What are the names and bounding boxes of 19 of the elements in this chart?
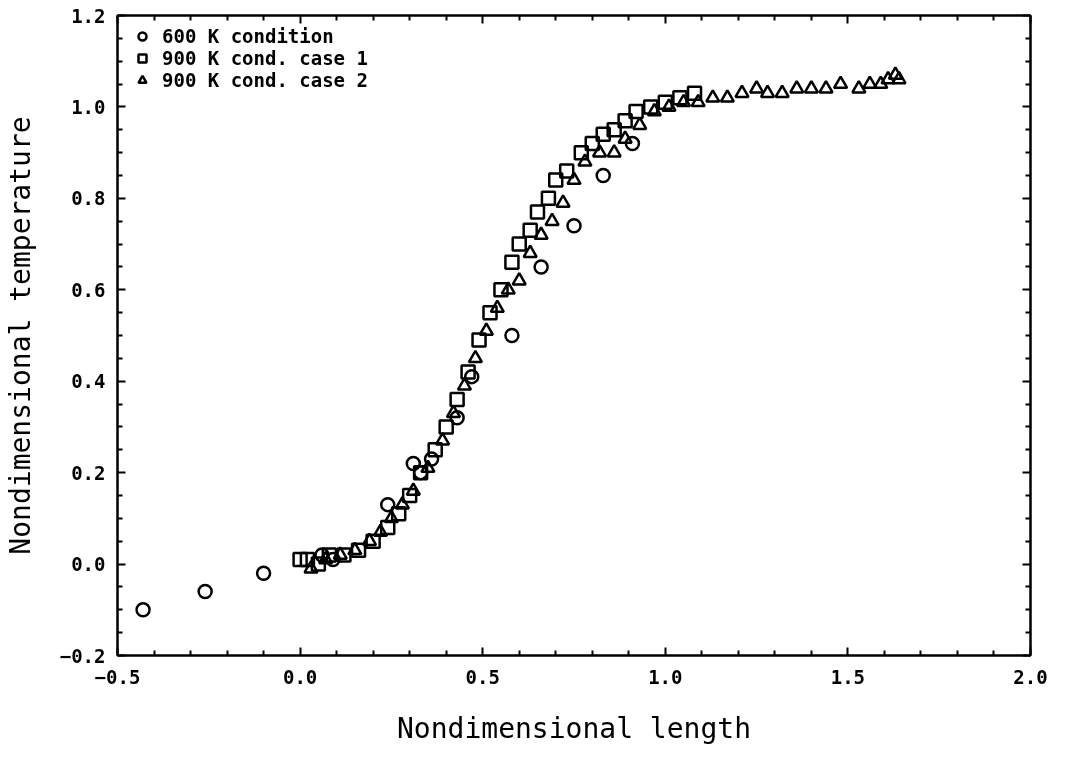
legend-label: 600 K condition [162,25,334,47]
legend-label: 900 K cond. case 1 [162,47,368,69]
x-tick-label: 0.0 [282,665,318,688]
x-tick-label: 1.0 [648,665,683,688]
x-tick-label: 0.5 [465,665,500,688]
y-tick-label: 1.0 [71,95,106,118]
y-tick-label: 0.0 [71,553,106,576]
x-tick-label: 1.5 [830,665,866,688]
legend-label: 900 K cond. case 2 [162,69,368,91]
x-axis-title: Nondimensional length [397,711,752,745]
y-axis-title: Nondimensional temperature [3,116,37,555]
y-tick-label: 1.2 [71,4,106,27]
y-tick-label: 0.2 [71,461,106,484]
y-tick-label: 0.8 [71,187,106,210]
y-tick-label: 0.6 [71,278,106,301]
x-tick-label: −0.5 [94,665,141,688]
x-tick-label: 2.0 [1013,665,1048,688]
y-tick-label: −0.2 [59,644,106,667]
y-tick-label: 0.4 [71,370,106,393]
